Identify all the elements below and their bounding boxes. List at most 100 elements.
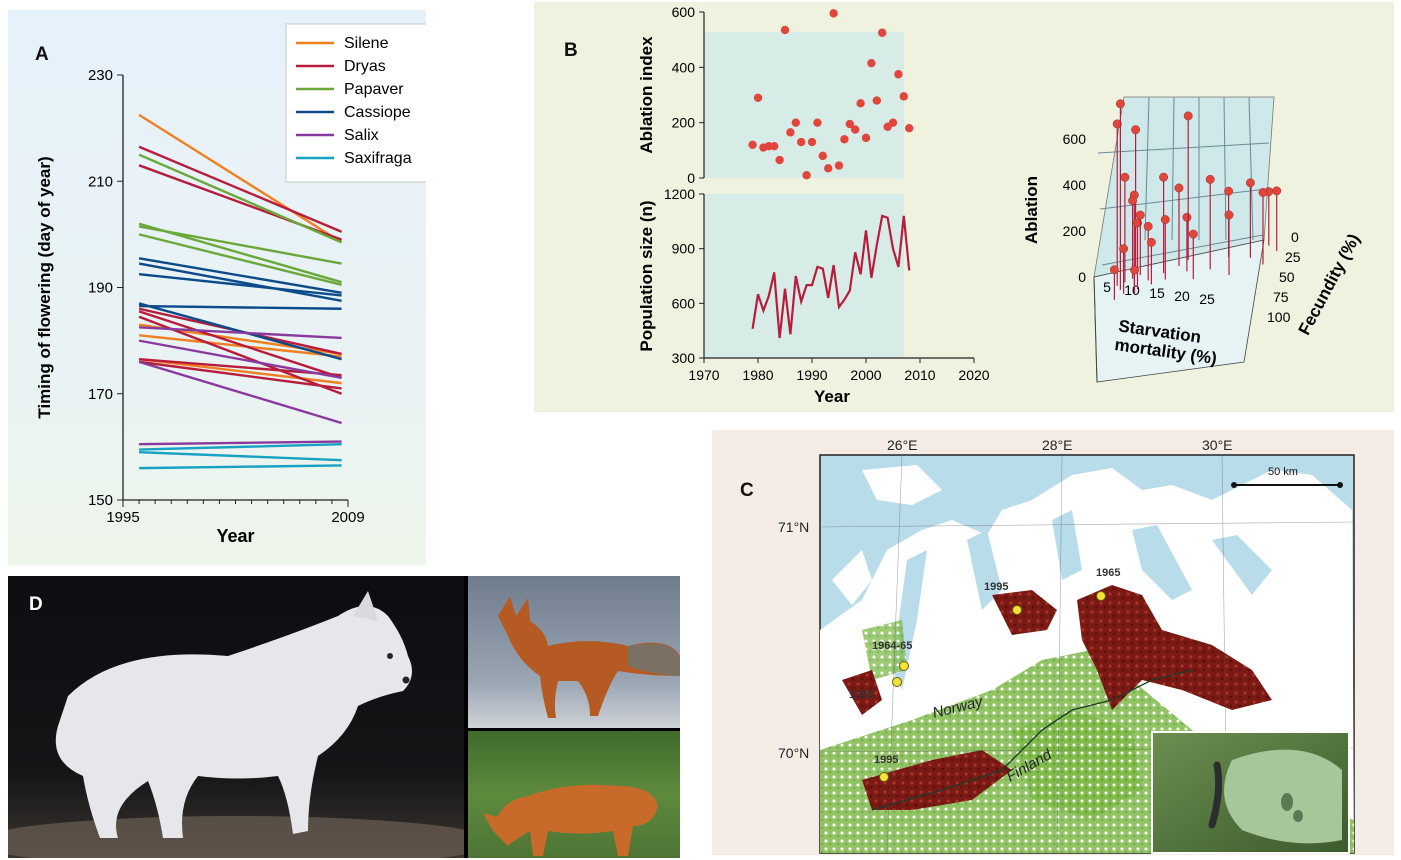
y-tick-label: 400 — [672, 59, 696, 75]
scatter-point-3d — [1182, 212, 1192, 222]
series-line-dryas — [138, 145, 343, 233]
scatter-point — [829, 9, 838, 18]
scatter-point-3d — [1188, 229, 1198, 239]
site-label-1995-b: 1995 — [849, 689, 873, 701]
legend-label: Dryas — [344, 58, 386, 75]
grid-line — [1099, 188, 1267, 210]
scatter-point — [780, 25, 790, 35]
scatter-point — [840, 135, 849, 144]
scatter-point-3d — [1174, 183, 1184, 193]
scale-label: 50 km — [1268, 466, 1298, 478]
y-axis-title: Ablation index — [637, 36, 656, 154]
lon-label-26e: 26°E — [887, 437, 918, 453]
scatter-point — [905, 124, 914, 133]
x-tick-label: 1970 — [688, 367, 719, 383]
scatter-point-3d — [1130, 265, 1139, 275]
scatter-point-3d — [1205, 174, 1215, 184]
y-tick-label: 300 — [672, 350, 696, 366]
site-label-1995-c: 1995 — [874, 754, 898, 766]
x-axis-title: Year — [216, 526, 254, 546]
site-marker — [1096, 591, 1106, 601]
red-fox-photo-top — [468, 576, 680, 728]
site-marker — [1012, 605, 1022, 615]
x-tick-label: 2010 — [904, 367, 935, 383]
red-fox-figure-bottom — [483, 784, 658, 856]
y-tick-label: 600 — [672, 295, 696, 311]
site-marker — [879, 772, 889, 782]
site-marker — [892, 677, 902, 687]
arctic-fox-figure — [8, 591, 464, 858]
scatter-point-3d — [1133, 218, 1142, 228]
scatter-point-3d — [1245, 178, 1255, 188]
series-line-dryas — [138, 310, 342, 379]
scatter-point-3d — [1143, 221, 1153, 231]
y-tick-label: 900 — [672, 241, 696, 257]
series-line-salix — [138, 339, 342, 379]
y-tick-label: 170 — [88, 386, 113, 403]
panel-label-b: B — [564, 40, 578, 61]
x-tick-label: 1990 — [796, 367, 827, 383]
scatter-point — [872, 96, 881, 105]
panel-label-a: A — [35, 44, 49, 65]
grid-line — [1101, 234, 1264, 266]
scatter-point — [753, 93, 763, 102]
panel-label-c: C — [740, 480, 754, 501]
y-tick-label: 150 — [88, 492, 113, 509]
lat-label-70n: 70°N — [778, 745, 809, 761]
z-tick-label: 200 — [1063, 223, 1087, 239]
series-line-saxifraga — [139, 464, 342, 470]
x-tick-label: 10 — [1124, 282, 1140, 298]
scatter-point-3d — [1258, 188, 1268, 197]
y-tick-label: 190 — [88, 280, 113, 297]
x-tick-label: 2020 — [958, 367, 989, 383]
z-tick-label: 400 — [1063, 177, 1087, 193]
scatter-point-3d — [1115, 99, 1125, 109]
site-label-1964-65: 1964-65 — [872, 640, 912, 652]
panel-d-photos: D — [8, 576, 680, 858]
y-axis-title: Population size (n) — [637, 200, 656, 351]
scatter-point-3d — [1183, 111, 1193, 121]
grid-line — [1144, 96, 1150, 241]
scatter-point — [791, 118, 800, 127]
y-axis-title: Fecundity (%) — [1295, 231, 1364, 338]
z-tick-label: 0 — [1078, 269, 1086, 285]
series-line-dryas — [138, 360, 342, 390]
site-label-1965: 1965 — [1096, 567, 1120, 579]
scatter-point-3d — [1109, 265, 1119, 275]
plot-background — [704, 194, 904, 358]
scatter-point — [786, 128, 795, 137]
y-tick-label: 200 — [672, 115, 696, 131]
legend-label: Silene — [344, 35, 389, 52]
x-tick-label: 25 — [1199, 291, 1215, 307]
grid-line — [1171, 96, 1175, 241]
scatter-point — [867, 58, 876, 68]
grid-line — [1097, 142, 1270, 154]
scatter-point — [802, 171, 811, 180]
series-line-cassiope — [138, 273, 342, 297]
series-line-cassiope — [138, 262, 342, 302]
scatter-point — [797, 137, 806, 147]
series-line-salix — [139, 326, 342, 340]
scale-bar: 50 km — [1231, 466, 1343, 488]
site-marker — [899, 661, 909, 671]
x-tick-label: 1995 — [106, 509, 139, 526]
series-line-cassiope — [138, 257, 342, 294]
y-tick-label: 210 — [88, 173, 113, 190]
scatter-point-3d — [1224, 186, 1234, 196]
larva-inset-photo — [1151, 731, 1350, 854]
y-axis-title: Timing of flowering (day of year) — [35, 156, 54, 418]
series-line-cassiope — [139, 304, 342, 310]
y-tick-label: 25 — [1285, 249, 1301, 265]
series-line-papaver — [138, 153, 343, 244]
series-line-cassiope — [138, 302, 342, 361]
scatter-point-3d — [1272, 186, 1282, 196]
axis-edge — [1093, 276, 1098, 383]
x-tick-label: 15 — [1149, 285, 1165, 301]
scatter-point — [824, 164, 833, 173]
legend-label: Cassiope — [344, 104, 411, 121]
scatter-point — [748, 140, 757, 149]
scatter-point — [899, 92, 908, 101]
y-tick-label: 600 — [672, 4, 696, 20]
plot-background — [704, 32, 904, 178]
